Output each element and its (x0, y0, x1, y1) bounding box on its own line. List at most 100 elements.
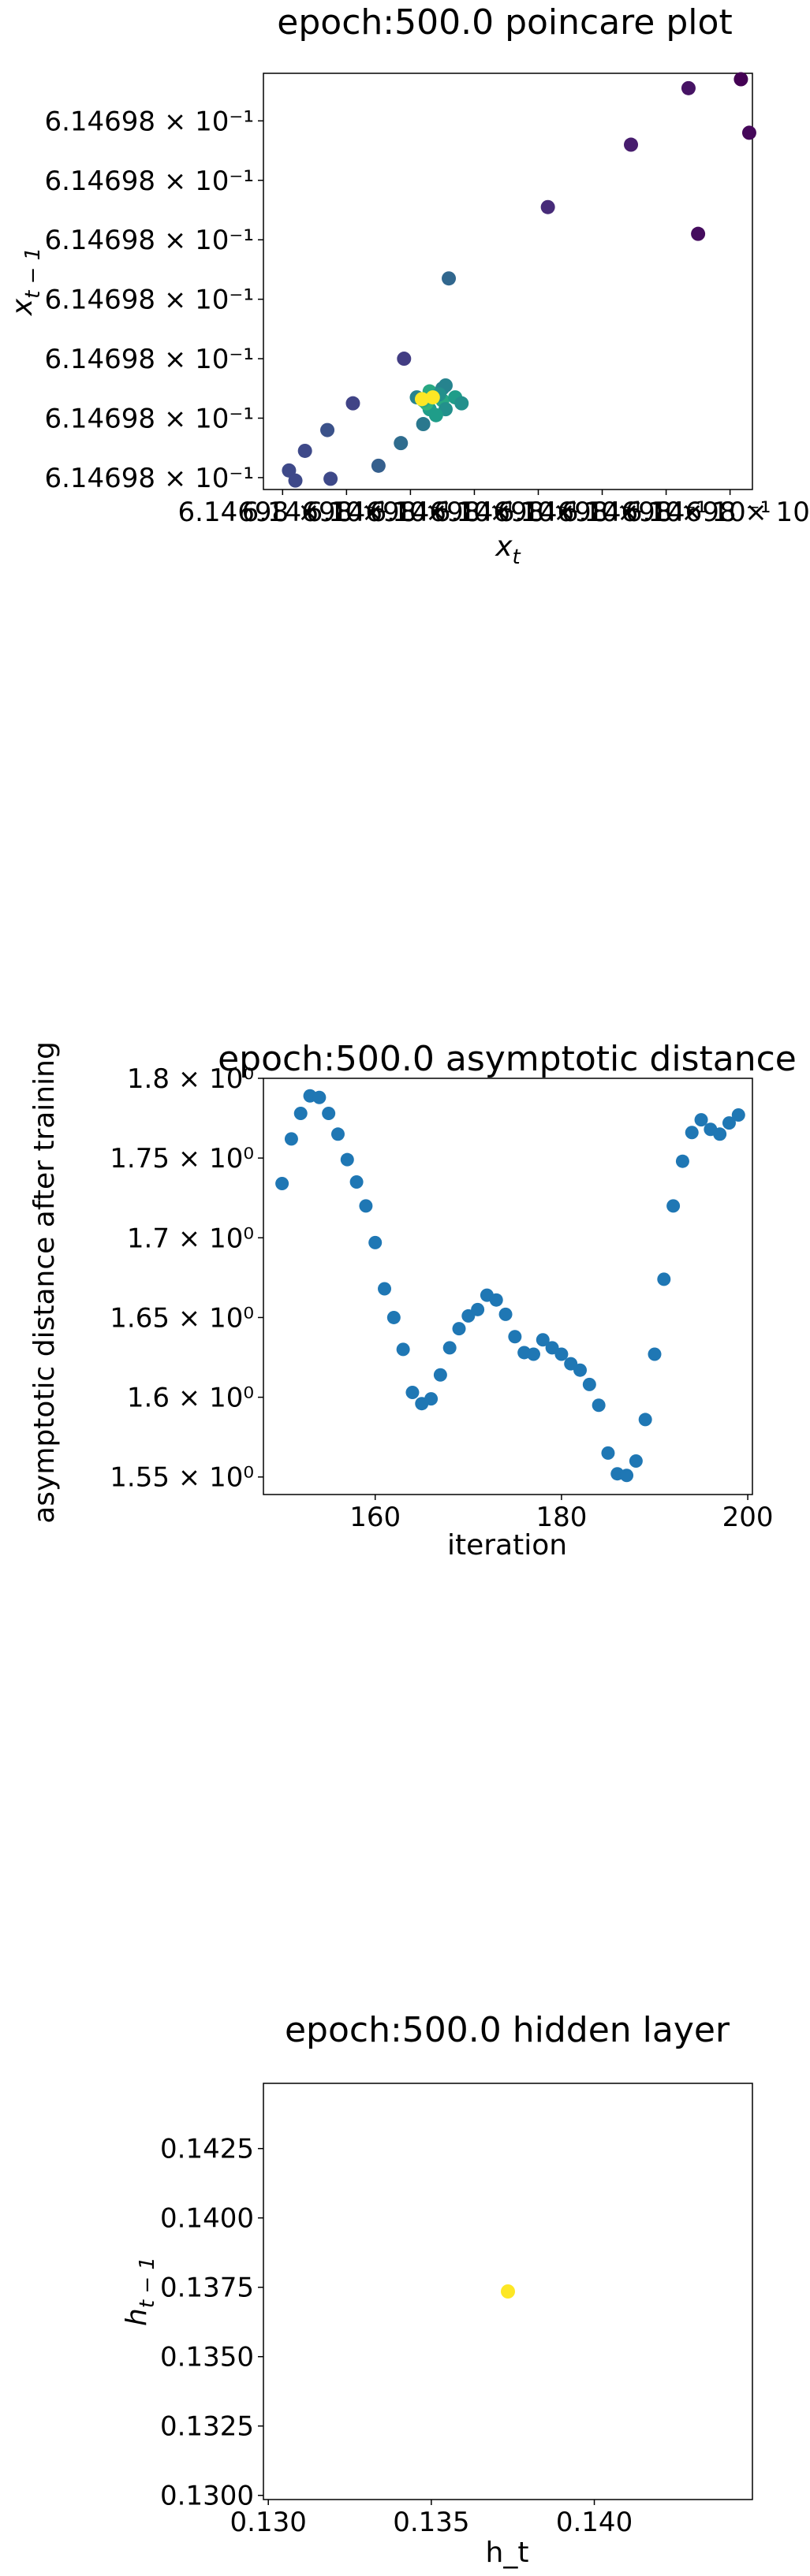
asymptotic-y-tick-label: 1.75 × 10⁰ (110, 1143, 254, 1174)
asymptotic-point (312, 1090, 327, 1104)
poincare-chart-title: epoch:500.0 poincare plot (277, 2, 732, 43)
poincare-point (320, 423, 335, 437)
hidden-layer-y-tick-label: 0.1350 (160, 2342, 254, 2373)
asymptotic-point (396, 1342, 410, 1357)
poincare-x-tick-label: 6.14698 × 10⁻¹ (306, 497, 516, 528)
asymptotic-points-group (275, 1089, 745, 1483)
hidden-layer-plot-frame (263, 2083, 753, 2500)
asymptotic-y-tick-label: 1.55 × 10⁰ (110, 1462, 254, 1494)
poincare-point (345, 396, 360, 411)
asymptotic-x-axis-label: iteration (447, 1529, 567, 1562)
poincare-point (428, 408, 443, 423)
hidden-layer-y-tick-label: 0.1375 (160, 2273, 254, 2304)
asymptotic-point (424, 1392, 439, 1406)
asymptotic-point (648, 1347, 662, 1361)
hidden-layer-x-tick-label: 0.135 (393, 2507, 469, 2538)
asymptotic-point (731, 1108, 745, 1122)
poincare-point (414, 392, 429, 407)
asymptotic-point (657, 1272, 671, 1286)
asymptotic-point (275, 1177, 289, 1191)
asymptotic-y-tick-label: 1.8 × 10⁰ (127, 1063, 254, 1095)
hidden-layer-y-tick-label: 0.1400 (160, 2203, 254, 2235)
asymptotic-y-axis-label: asymptotic distance after training (28, 1041, 61, 1524)
poincare-point (282, 463, 297, 478)
poincare-point (288, 473, 303, 488)
poincare-y-tick-label: 6.14698 × 10⁻¹ (44, 166, 254, 197)
asymptotic-y-tick-label: 1.7 × 10⁰ (127, 1223, 254, 1254)
asymptotic-point (526, 1347, 540, 1361)
asymptotic-point (592, 1398, 606, 1413)
poincare-y-axis-label: xt − 1 (6, 248, 45, 316)
asymptotic-point (433, 1368, 447, 1382)
poincare-x-tick-label: 6.14698 × 10⁻¹ (370, 497, 580, 528)
poincare-y-tick-label: 6.14698 × 10⁻¹ (44, 463, 254, 494)
asymptotic-point (349, 1174, 364, 1189)
poincare-x-tick-label: 6.14698 × 10⁻¹ (434, 497, 644, 528)
hidden-layer-y-tick-label: 0.1300 (160, 2481, 254, 2512)
asymptotic-point (322, 1107, 336, 1121)
asymptotic-point (675, 1154, 689, 1168)
asymptotic-point (386, 1310, 401, 1324)
asymptotic-distance-chart: epoch:500.0 asymptotic distance 1.55 × 1… (28, 1039, 797, 1562)
poincare-plot-chart: epoch:500.0 poincare plot 6.14698 × 10⁻¹… (6, 2, 810, 569)
hidden-layer-x-tick-label: 0.130 (230, 2507, 307, 2538)
asymptotic-y-tick-label: 1.6 × 10⁰ (127, 1383, 254, 1414)
poincare-x-tick-label: 6.14698 × 10⁻¹ (562, 497, 771, 528)
poincare-y-tick-label: 6.14698 × 10⁻¹ (44, 403, 254, 434)
hidden-layer-y-ticks: 0.1300 0.1325 0.1350 0.1375 0.1400 0.1425 (160, 2134, 263, 2512)
poincare-y-tick-label: 6.14698 × 10⁻¹ (44, 225, 254, 256)
hidden-layer-points-group (501, 2284, 515, 2299)
asymptotic-point (405, 1386, 420, 1400)
poincare-x-tick-label: 6.14698 × 10⁻¹ (498, 497, 707, 528)
poincare-point (733, 72, 748, 87)
poincare-point (394, 436, 409, 451)
asymptotic-point (378, 1282, 392, 1296)
hidden-layer-x-axis-label: h_t (486, 2537, 529, 2569)
poincare-point (442, 271, 457, 286)
asymptotic-x-tick-label: 180 (536, 1502, 587, 1533)
poincare-y-ticks: 6.14698 × 10⁻¹ 6.14698 × 10⁻¹ 6.14698 × 10… (44, 106, 263, 494)
poincare-x-axis-label: xt (495, 530, 521, 569)
poincare-point (397, 352, 412, 367)
asymptotic-x-tick-label: 160 (349, 1502, 401, 1533)
poincare-point (297, 443, 312, 458)
poincare-point (323, 471, 338, 486)
poincare-x-tick-label: 6.14698 × 10⁻¹ (625, 497, 810, 528)
asymptotic-point (620, 1469, 634, 1483)
poincare-point (540, 199, 555, 214)
asymptotic-chart-title: epoch:500.0 asymptotic distance (218, 1039, 797, 1079)
poincare-x-tick-label: 6.14698 × 10⁻¹ (242, 497, 452, 528)
hidden-layer-y-tick-label: 0.1325 (160, 2411, 254, 2443)
asymptotic-point (536, 1333, 550, 1347)
hidden-layer-chart-title: epoch:500.0 hidden layer (285, 2010, 730, 2050)
asymptotic-point (498, 1307, 513, 1321)
poincare-y-tick-label: 6.14698 × 10⁻¹ (44, 106, 254, 137)
poincare-point (425, 390, 440, 405)
hidden-layer-y-axis-label: ht − 1 (121, 2257, 159, 2326)
asymptotic-point (489, 1293, 503, 1307)
asymptotic-point (340, 1152, 354, 1167)
poincare-point (624, 137, 639, 152)
asymptotic-point (284, 1132, 298, 1146)
poincare-point (454, 396, 469, 411)
hidden-layer-chart: epoch:500.0 hidden layer 0.1300 0.1325 0.1… (121, 2010, 753, 2569)
asymptotic-y-tick-label: 1.65 × 10⁰ (110, 1302, 254, 1334)
poincare-x-ticks: 6.14698 × 10⁻¹6.14698 × 10⁻¹6.14698 × 10… (178, 490, 810, 528)
poincare-point (691, 226, 706, 241)
asymptotic-point (293, 1107, 308, 1121)
asymptotic-point (666, 1199, 681, 1213)
asymptotic-point (359, 1199, 373, 1213)
asymptotic-point (638, 1413, 652, 1427)
asymptotic-point (452, 1322, 466, 1336)
poincare-points-group (282, 72, 756, 488)
poincare-point (741, 125, 756, 140)
asymptotic-plot-frame (263, 1078, 753, 1495)
poincare-point (416, 417, 431, 432)
asymptotic-point (629, 1454, 643, 1469)
poincare-point (681, 80, 696, 95)
asymptotic-point (722, 1116, 736, 1130)
asymptotic-point (471, 1302, 485, 1316)
asymptotic-point (368, 1235, 383, 1249)
asymptotic-x-ticks: 160 180 200 (349, 1495, 774, 1533)
